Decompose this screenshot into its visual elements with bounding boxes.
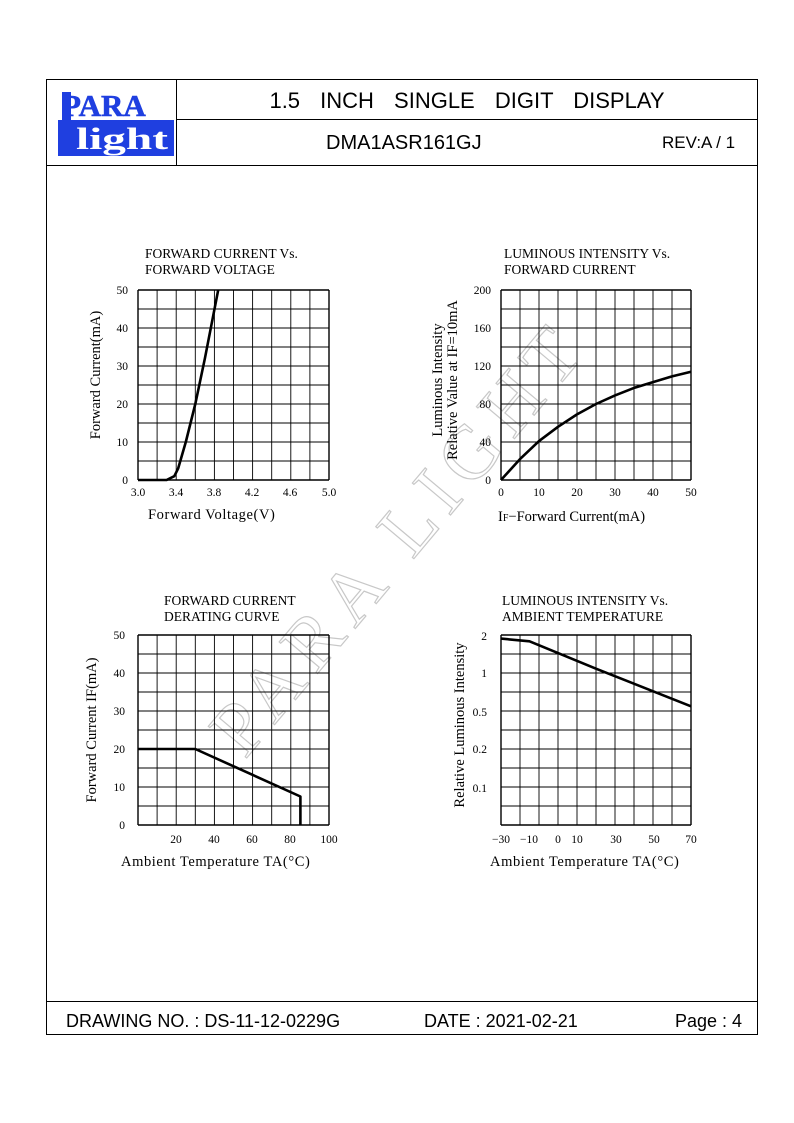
logo-text-top: PARA bbox=[62, 88, 146, 123]
chart2-y-tick-label: 200 bbox=[474, 285, 492, 297]
chart2-y-axis-label: Relative Value at IF=10mA bbox=[445, 300, 461, 460]
chart4-y-axis-label: Relative Luminous Intensity bbox=[452, 642, 468, 808]
chart2-title-line: FORWARD CURRENT bbox=[504, 262, 636, 277]
chart2-y-tick-label: 40 bbox=[480, 437, 492, 449]
chart2-title-line: LUMINOUS INTENSITY Vs. bbox=[504, 246, 670, 261]
chart1-x-tick-label: 3.0 bbox=[131, 487, 146, 499]
logo-divider bbox=[176, 79, 177, 165]
drawing-number: DRAWING NO. : DS-11-12-0229G bbox=[66, 1011, 341, 1031]
page-number: Page : 4 bbox=[675, 1011, 743, 1031]
chart4-y-tick-label: 0.1 bbox=[473, 783, 488, 795]
chart1-y-axis-label: Forward Current(mA) bbox=[88, 311, 104, 440]
chart1-y-tick-label: 40 bbox=[117, 323, 129, 335]
header-divider bbox=[176, 119, 758, 120]
chart3-y-tick-label: 30 bbox=[114, 706, 126, 718]
chart1-x-tick-label: 3.4 bbox=[169, 487, 184, 499]
document-date: DATE : 2021-02-21 bbox=[424, 1011, 578, 1031]
chart2-x-tick-label: 20 bbox=[571, 487, 583, 499]
chart2-x-tick-label: 40 bbox=[647, 487, 659, 499]
chart1-x-tick-label: 5.0 bbox=[322, 487, 337, 499]
chart4-y-tick-label: 0.2 bbox=[473, 744, 488, 756]
chart1-series-line bbox=[138, 289, 220, 482]
chart4-y-tick-label: 0.5 bbox=[473, 707, 488, 719]
document-title: 1.5 INCH SINGLE DIGIT DISPLAY bbox=[269, 88, 665, 113]
chart1-x-tick-label: 4.6 bbox=[283, 487, 298, 499]
chart3-y-tick-label: 20 bbox=[114, 744, 126, 756]
chart2-y-tick-label: 120 bbox=[474, 361, 492, 373]
chart3-x-axis-label: Ambient Temperature TA(°C) bbox=[121, 854, 310, 870]
chart2-y-axis-label: Luminous Intensity bbox=[430, 323, 446, 437]
chart2-x-tick-label: 0 bbox=[498, 487, 504, 499]
chart1-y-tick-label: 50 bbox=[117, 285, 129, 297]
chart3-title-line: FORWARD CURRENT bbox=[164, 593, 296, 608]
chart1-title-line: FORWARD CURRENT Vs. bbox=[145, 246, 298, 261]
chart1-y-tick-label: 30 bbox=[117, 361, 129, 373]
chart3-x-tick-label: 100 bbox=[320, 834, 338, 846]
chart4-title-line: AMBIENT TEMPERATURE bbox=[502, 609, 663, 624]
chart4-series-line bbox=[500, 637, 692, 708]
chart3-y-tick-label: 40 bbox=[114, 668, 126, 680]
chart2-x-axis-label: IF−Forward Current(mA) bbox=[498, 509, 645, 525]
chart3-x-tick-label: 60 bbox=[246, 834, 258, 846]
footer-rule bbox=[46, 1001, 758, 1002]
chart2-y-tick-label: 160 bbox=[474, 323, 492, 335]
chart1-x-tick-label: 3.8 bbox=[207, 487, 222, 499]
chart2-x-tick-label: 50 bbox=[685, 487, 697, 499]
part-number: DMA1ASR161GJ bbox=[326, 132, 482, 154]
chart3-title-line: DERATING CURVE bbox=[164, 609, 280, 624]
chart3-x-tick-label: 80 bbox=[284, 834, 296, 846]
chart4-x-tick-label: −10 bbox=[520, 834, 538, 846]
chart2-x-tick-label: 30 bbox=[609, 487, 621, 499]
header-bottom-rule bbox=[46, 165, 758, 166]
chart4-y-tick-label: 2 bbox=[481, 631, 487, 643]
chart4-x-tick-label: 30 bbox=[610, 834, 622, 846]
chart4-x-tick-label: 70 bbox=[685, 834, 697, 846]
chart2-series-line bbox=[500, 370, 692, 481]
chart4-x-tick-label: 10 bbox=[571, 834, 583, 846]
chart4-x-tick-label: 0 bbox=[555, 834, 561, 846]
chart3-y-tick-label: 50 bbox=[114, 630, 126, 642]
chart3-y-tick-label: 0 bbox=[119, 820, 125, 832]
chart3-y-tick-label: 10 bbox=[114, 782, 126, 794]
chart3-x-tick-label: 20 bbox=[170, 834, 182, 846]
chart1-title-line: FORWARD VOLTAGE bbox=[145, 262, 275, 277]
paralight-logo: PARA light bbox=[58, 86, 174, 156]
chart4-y-tick-label: 1 bbox=[481, 668, 487, 680]
chart2-x-tick-label: 10 bbox=[533, 487, 545, 499]
logo-text-bottom: light bbox=[76, 121, 169, 156]
chart1-y-tick-label: 20 bbox=[117, 399, 129, 411]
chart3-x-tick-label: 40 bbox=[208, 834, 220, 846]
chart2-y-tick-label: 0 bbox=[485, 475, 491, 487]
chart3-y-axis-label: Forward Current IF(mA) bbox=[84, 657, 100, 802]
page-frame bbox=[46, 79, 758, 1035]
chart4-x-axis-label: Ambient Temperature TA(°C) bbox=[490, 854, 679, 870]
chart1-x-tick-label: 4.2 bbox=[245, 487, 260, 499]
chart4-title-line: LUMINOUS INTENSITY Vs. bbox=[502, 593, 668, 608]
chart4-x-tick-label: −30 bbox=[492, 834, 510, 846]
chart1-y-tick-label: 0 bbox=[122, 475, 128, 487]
chart1-y-tick-label: 10 bbox=[117, 437, 129, 449]
chart4-x-tick-label: 50 bbox=[648, 834, 660, 846]
revision: REV:A / 1 bbox=[662, 133, 736, 152]
chart1-x-axis-label: Forward Voltage(V) bbox=[148, 507, 275, 523]
chart2-y-tick-label: 80 bbox=[480, 399, 492, 411]
chart3-series-line bbox=[138, 747, 302, 825]
